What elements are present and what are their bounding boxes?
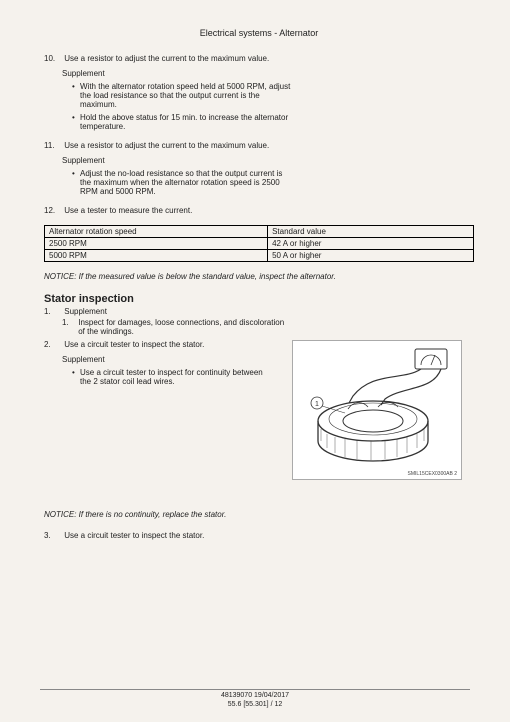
stator-step-2: 2. Use a circuit tester to inspect the s… <box>44 340 284 386</box>
footer-doc-id: 48139070 19/04/2017 <box>40 689 470 699</box>
stator-sub-1-num: 1. <box>62 318 76 327</box>
step-11-bullet-1: Adjust the no-load resistance so that th… <box>72 169 292 196</box>
stator-step-3-num: 3. <box>44 531 62 540</box>
notice-2: NOTICE: If there is no continuity, repla… <box>44 510 474 519</box>
stator-diagram-svg: 1 <box>293 341 463 481</box>
stator-step-2-supplement: Supplement Use a circuit tester to inspe… <box>62 355 284 386</box>
supplement-label: Supplement <box>62 355 284 364</box>
supplement-label: Supplement <box>62 156 474 165</box>
step-10-num: 10. <box>44 54 62 63</box>
stator-step-2-bullet-1: Use a circuit tester to inspect for cont… <box>72 368 272 386</box>
step-11-text: Use a resistor to adjust the current to … <box>64 141 284 150</box>
table-cell: 50 A or higher <box>268 250 474 262</box>
stator-step-3-text: Use a circuit tester to inspect the stat… <box>64 531 464 540</box>
table-cell: 2500 RPM <box>45 238 268 250</box>
step-11-supplement: Supplement Adjust the no-load resistance… <box>62 156 474 196</box>
stator-step-2-row: 2. Use a circuit tester to inspect the s… <box>44 340 474 480</box>
stator-illustration: 1 SMIL15CEX0300AB 2 <box>292 340 462 480</box>
stator-step-2-num: 2. <box>44 340 62 349</box>
stator-step-1-num: 1. <box>44 307 62 316</box>
page-header: Electrical systems - Alternator <box>44 28 474 38</box>
illustration-caption: SMIL15CEX0300AB 2 <box>408 471 457 477</box>
stator-step-2-text: Use a circuit tester to inspect the stat… <box>64 340 264 349</box>
standard-value-table: Alternator rotation speed Standard value… <box>44 225 474 262</box>
step-10-text: Use a resistor to adjust the current to … <box>64 54 284 63</box>
table-cell: 5000 RPM <box>45 250 268 262</box>
table-cell: 42 A or higher <box>268 238 474 250</box>
step-10-bullet-1: With the alternator rotation speed held … <box>72 82 292 109</box>
step-12-num: 12. <box>44 206 62 215</box>
section-stator-title: Stator inspection <box>44 293 474 305</box>
step-10-bullet-2: Hold the above status for 15 min. to inc… <box>72 113 292 131</box>
stator-step-3: 3. Use a circuit tester to inspect the s… <box>44 531 474 540</box>
stator-step-1-text: Supplement <box>64 307 284 316</box>
step-10-supplement: Supplement With the alternator rotation … <box>62 69 474 131</box>
step-11: 11. Use a resistor to adjust the current… <box>44 141 474 196</box>
stator-sub-1-text: Inspect for damages, loose connections, … <box>78 318 288 336</box>
callout-1: 1 <box>315 401 319 408</box>
step-11-num: 11. <box>44 141 62 150</box>
step-12: 12. Use a tester to measure the current. <box>44 206 474 215</box>
notice-1: NOTICE: If the measured value is below t… <box>44 272 474 281</box>
stator-step-1: 1. Supplement 1. Inspect for damages, lo… <box>44 307 474 336</box>
table-header-2: Standard value <box>268 226 474 238</box>
table-header-1: Alternator rotation speed <box>45 226 268 238</box>
step-10: 10. Use a resistor to adjust the current… <box>44 54 474 131</box>
supplement-label: Supplement <box>62 69 474 78</box>
step-12-text: Use a tester to measure the current. <box>64 206 284 215</box>
page-footer: 48139070 19/04/2017 55.6 [55.301] / 12 <box>0 689 510 708</box>
footer-page-ref: 55.6 [55.301] / 12 <box>0 701 510 708</box>
